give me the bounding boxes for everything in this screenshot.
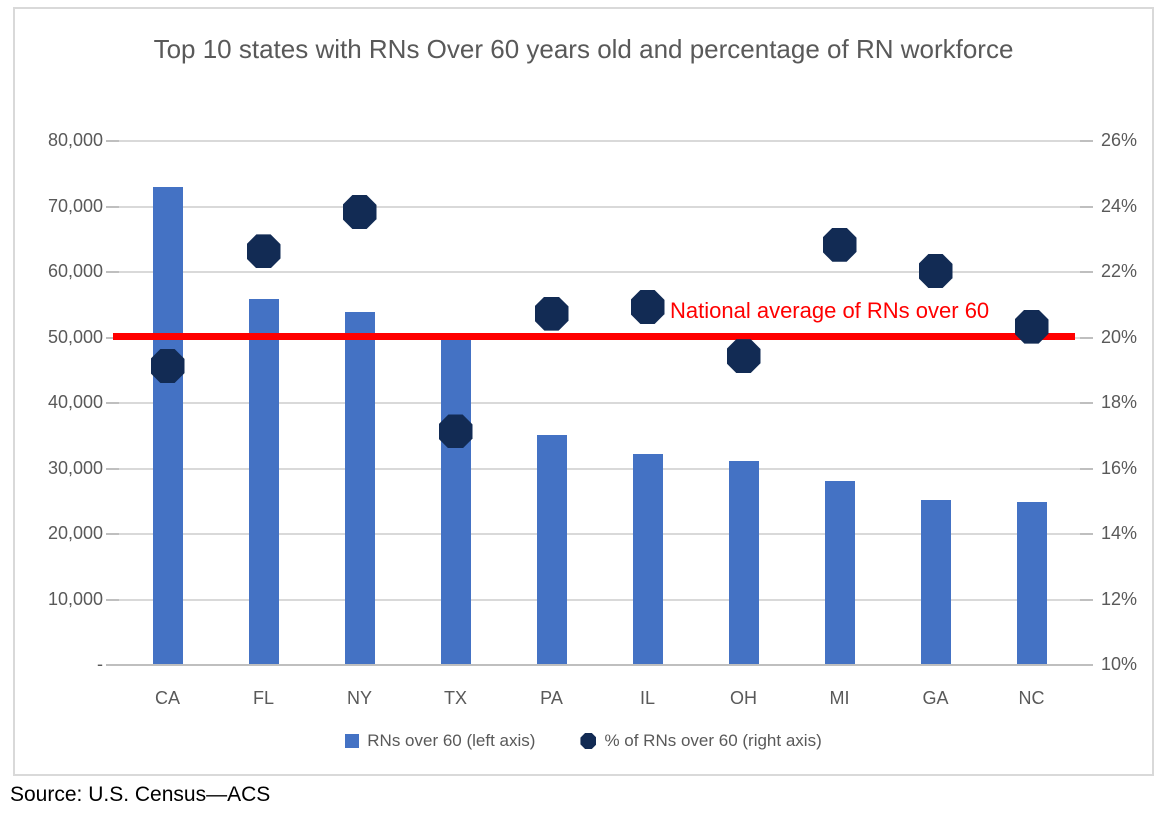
bar-IL bbox=[632, 454, 663, 664]
y-axis-tick-right bbox=[1080, 205, 1093, 208]
y-axis-tick-right bbox=[1080, 402, 1093, 404]
y-axis-label-left: 40,000 bbox=[47, 392, 103, 412]
bar-NY bbox=[344, 311, 375, 664]
y-axis-tick-right bbox=[1080, 467, 1093, 470]
gridline bbox=[119, 467, 1080, 470]
x-axis-label-FL: FL bbox=[252, 688, 274, 708]
y-axis-tick-right bbox=[1080, 664, 1093, 666]
y-axis-tick-left bbox=[106, 271, 119, 273]
y-axis-label-right: 10% bbox=[1101, 654, 1138, 674]
x-axis-label-NC: NC bbox=[1018, 688, 1045, 708]
national-average-line bbox=[113, 333, 1075, 340]
y-axis-tick-left bbox=[106, 664, 119, 666]
y-axis-label-right: 22% bbox=[1101, 261, 1138, 281]
y-axis-label-left: 50,000 bbox=[47, 326, 103, 347]
y-axis-tick-left bbox=[106, 533, 119, 535]
legend-label: RNs over 60 (left axis) bbox=[367, 731, 536, 750]
y-axis-label-left: 30,000 bbox=[47, 457, 103, 478]
y-axis-label-left: 80,000 bbox=[47, 130, 103, 150]
x-axis-label-TX: TX bbox=[443, 688, 467, 708]
gridline bbox=[119, 205, 1080, 208]
y-axis-label-right: 26% bbox=[1101, 130, 1138, 150]
bar-GA bbox=[920, 499, 951, 664]
bar-OH bbox=[728, 460, 759, 664]
bar-CA bbox=[152, 186, 183, 664]
scatter-point-CA bbox=[150, 348, 185, 383]
y-axis-tick-left bbox=[106, 402, 119, 404]
x-axis-label-GA: GA bbox=[922, 688, 949, 708]
scatter-point-GA bbox=[918, 254, 953, 288]
y-axis-tick-left bbox=[106, 205, 119, 208]
y-axis-label-right: 16% bbox=[1101, 457, 1138, 478]
x-axis-label-NY: NY bbox=[346, 688, 372, 708]
bar-FL bbox=[248, 299, 279, 664]
y-axis-label-left: 70,000 bbox=[47, 195, 103, 216]
x-axis-label-MI: MI bbox=[829, 688, 850, 708]
x-axis-label-CA: CA bbox=[154, 688, 180, 708]
y-axis-tick-left bbox=[106, 467, 119, 470]
gridline bbox=[119, 533, 1080, 535]
bar-PA bbox=[536, 434, 567, 664]
x-axis-label-PA: PA bbox=[540, 688, 563, 708]
scatter-point-TX bbox=[438, 414, 473, 449]
y-axis-tick-right bbox=[1080, 598, 1093, 601]
y-axis-tick-left bbox=[106, 140, 119, 142]
y-axis-label-left: 60,000 bbox=[47, 261, 103, 281]
y-axis-label-right: 20% bbox=[1101, 326, 1138, 347]
y-axis-tick-left bbox=[106, 598, 119, 601]
scatter-point-FL bbox=[246, 234, 281, 269]
legend: RNs over 60 (left axis) % of RNs over 60 … bbox=[15, 731, 1152, 751]
gridline bbox=[119, 598, 1080, 601]
gridline bbox=[119, 402, 1080, 404]
y-axis-tick-right bbox=[1080, 336, 1093, 339]
chart-frame: Top 10 states with RNs Over 60 years old… bbox=[13, 7, 1154, 776]
y-axis-tick-right bbox=[1080, 533, 1093, 535]
x-axis-label-IL: IL bbox=[639, 688, 655, 708]
y-axis-label-right: 18% bbox=[1101, 392, 1138, 412]
legend-label: % of RNs over 60 (right axis) bbox=[604, 731, 822, 750]
gridline bbox=[119, 271, 1080, 273]
source-note: Source: U.S. Census—ACS bbox=[10, 783, 271, 806]
y-axis-label-left: 20,000 bbox=[47, 523, 103, 543]
scatter-point-NC bbox=[1014, 309, 1049, 344]
chart-title: Top 10 states with RNs Over 60 years old… bbox=[15, 31, 1152, 69]
y-axis-label-left: - bbox=[97, 654, 103, 674]
x-axis-line bbox=[118, 664, 1080, 666]
legend-item-dots: % of RNs over 60 (right axis) bbox=[580, 731, 822, 751]
y-axis-label-right: 14% bbox=[1101, 523, 1138, 543]
bar-MI bbox=[824, 480, 855, 664]
legend-octagon-swatch bbox=[580, 733, 597, 749]
y-axis-tick-right bbox=[1080, 271, 1093, 273]
y-axis-tick-right bbox=[1080, 140, 1093, 142]
national-average-label: National average of RNs over 60 bbox=[670, 298, 990, 323]
scatter-point-MI bbox=[822, 227, 857, 262]
x-axis-label-OH: OH bbox=[730, 688, 757, 708]
scatter-point-OH bbox=[726, 339, 761, 374]
legend-square-swatch bbox=[345, 734, 360, 748]
legend-item-bars: RNs over 60 (left axis) bbox=[345, 731, 535, 751]
y-axis-label-right: 12% bbox=[1101, 588, 1138, 609]
y-axis-label-right: 24% bbox=[1101, 195, 1138, 216]
scatter-point-IL bbox=[630, 290, 665, 325]
bar-NC bbox=[1016, 501, 1047, 664]
y-axis-label-left: 10,000 bbox=[47, 588, 103, 609]
bar-TX bbox=[440, 339, 471, 664]
chart-title-text: Top 10 states with RNs Over 60 years old… bbox=[153, 34, 1014, 64]
gridline bbox=[119, 140, 1080, 142]
scatter-point-NY bbox=[342, 195, 377, 230]
y-axis-tick-left bbox=[106, 336, 119, 339]
scatter-point-PA bbox=[534, 296, 569, 331]
